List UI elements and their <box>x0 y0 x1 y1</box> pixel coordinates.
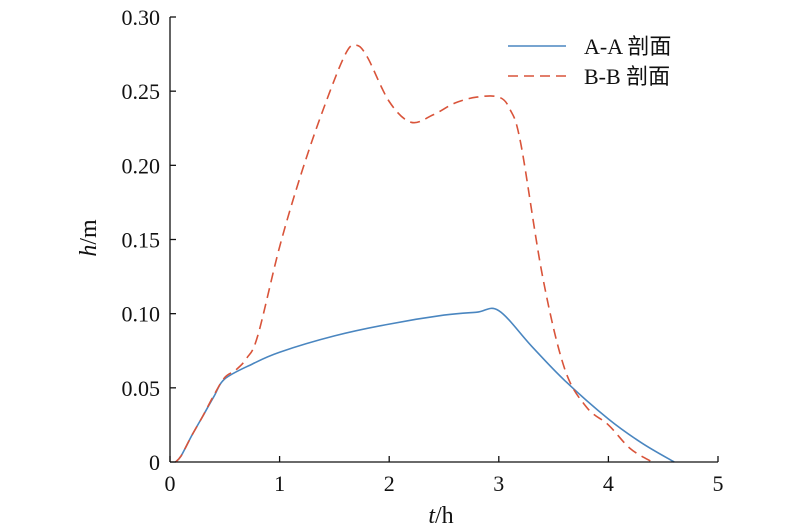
x-tick-label: 3 <box>493 471 504 496</box>
series-line-1 <box>174 307 675 463</box>
y-tick-label: 0 <box>149 450 160 475</box>
legend-label-1: A-A 剖面 <box>584 34 671 59</box>
x-tick-label: 1 <box>274 471 285 496</box>
y-axis-variable: h <box>76 245 102 257</box>
x-tick-label: 5 <box>713 471 724 496</box>
x-axis-unit: /h <box>435 503 454 529</box>
y-tick-label: 0.20 <box>122 153 161 178</box>
y-tick-label: 0.30 <box>122 5 161 30</box>
x-tick-label: 2 <box>384 471 395 496</box>
ticks-layer: 0 1 2 3 4 5 0 0.05 0.10 0.15 0.20 0.25 0.30 <box>122 5 724 496</box>
y-tick-label: 0.25 <box>122 79 161 104</box>
legend: A-A 剖面 B-B 剖面 <box>508 34 671 89</box>
y-tick-label: 0.15 <box>122 228 161 253</box>
y-axis-unit: /m <box>76 219 102 245</box>
x-axis-title: t/h <box>428 503 453 529</box>
y-tick-label: 0.10 <box>122 302 161 327</box>
series-line-2 <box>174 44 653 463</box>
legend-label-2: B-B 剖面 <box>584 64 670 89</box>
x-tick-label: 0 <box>165 471 176 496</box>
series-layer <box>174 44 675 463</box>
y-axis-title: h/m <box>76 219 102 257</box>
x-tick-label: 4 <box>603 471 614 496</box>
y-tick-label: 0.05 <box>122 376 161 401</box>
x-axis-variable: t <box>428 503 436 529</box>
